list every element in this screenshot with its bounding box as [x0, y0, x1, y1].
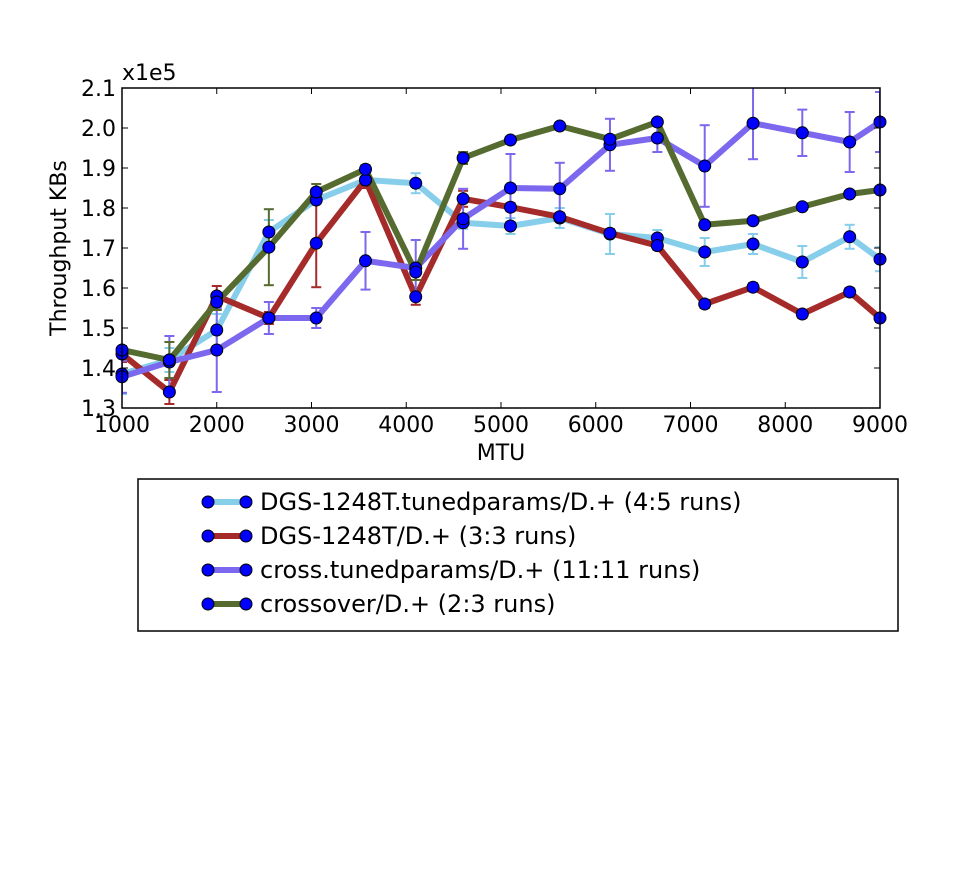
data-point [503, 133, 517, 147]
x-tick-label: 8000 [757, 413, 813, 438]
data-point [698, 245, 712, 259]
y-tick-label: 1.7 [81, 237, 116, 262]
data-point [795, 255, 809, 269]
data-point [262, 311, 276, 325]
data-point [503, 181, 517, 195]
data-point [843, 187, 857, 201]
x-axis-title: MTU [477, 441, 526, 466]
data-point [698, 159, 712, 173]
data-point [262, 240, 276, 254]
y-axis-title: Throughput KBs [47, 160, 72, 337]
data-point [650, 131, 664, 145]
data-point [503, 219, 517, 233]
data-point [309, 236, 323, 250]
plot-area [115, 88, 887, 405]
data-point [553, 210, 567, 224]
data-point [795, 126, 809, 140]
y-tick-label: 1.3 [81, 397, 116, 422]
data-point [409, 176, 423, 190]
x-tick-label: 6000 [568, 413, 624, 438]
legend-swatch-marker [201, 495, 215, 509]
data-point [503, 200, 517, 214]
y-tick-label: 1.5 [81, 317, 116, 342]
data-point [409, 290, 423, 304]
legend-swatch-marker [201, 529, 215, 543]
data-point [795, 200, 809, 214]
data-point [746, 214, 760, 228]
data-point [210, 343, 224, 357]
data-point [309, 311, 323, 325]
data-point [843, 285, 857, 299]
legend-swatch-marker [239, 495, 253, 509]
data-point [456, 192, 470, 206]
data-point [262, 225, 276, 239]
data-point [698, 297, 712, 311]
data-point [746, 237, 760, 251]
data-point [162, 353, 176, 367]
data-point [359, 254, 373, 268]
data-point [746, 280, 760, 294]
legend-label: crossover/D.+ (2:3 runs) [260, 590, 555, 618]
x-tick-label: 5000 [473, 413, 529, 438]
legend-swatch-marker [239, 597, 253, 611]
data-point [456, 212, 470, 226]
legend-label: DGS-1248T/D.+ (3:3 runs) [260, 522, 576, 550]
data-point [603, 226, 617, 240]
axes: 1000 2000 3000 4000 5000 6000 7000 8000 9000 1.3 1… [81, 77, 908, 438]
x-tick-label: 4000 [378, 413, 434, 438]
x-tick-label: 7000 [663, 413, 719, 438]
y-tick-label: 1.8 [81, 197, 116, 222]
legend: DGS-1248T.tunedparams/D.+ (4:5 runs) DGS-… [137, 478, 899, 632]
legend-swatch-marker [239, 529, 253, 543]
legend-label: DGS-1248T.tunedparams/D.+ (4:5 runs) [260, 488, 741, 516]
legend-swatch-marker [239, 563, 253, 577]
y-tick-label: 1.4 [81, 357, 116, 382]
data-point [309, 185, 323, 199]
y-offset-label: x1e5 [122, 61, 177, 86]
data-point [409, 265, 423, 279]
data-point [795, 307, 809, 321]
legend-swatch-marker [201, 597, 215, 611]
data-point [698, 218, 712, 232]
series-markers-3 [115, 115, 887, 367]
data-point [650, 115, 664, 129]
data-point [553, 119, 567, 133]
data-point [603, 132, 617, 146]
data-point [359, 173, 373, 187]
x-tick-label: 3000 [284, 413, 340, 438]
data-point [210, 295, 224, 309]
x-tick-label: 2000 [189, 413, 245, 438]
data-point [843, 135, 857, 149]
data-point [359, 162, 373, 176]
data-point [210, 323, 224, 337]
x-tick-label: 9000 [852, 413, 908, 438]
y-tick-label: 1.9 [81, 157, 116, 182]
y-tick-label: 1.6 [81, 277, 116, 302]
legend-box [137, 478, 899, 632]
x-tick-label: 1000 [94, 413, 150, 438]
legend-label: cross.tunedparams/D.+ (11:11 runs) [260, 556, 700, 584]
y-tick-label: 2.1 [81, 77, 116, 102]
data-point [162, 385, 176, 399]
legend-swatch-marker [201, 563, 215, 577]
y-tick-label: 2.0 [81, 117, 116, 142]
data-point [456, 151, 470, 165]
data-point [553, 182, 567, 196]
data-point [746, 116, 760, 130]
data-point [843, 230, 857, 244]
data-point [650, 239, 664, 253]
